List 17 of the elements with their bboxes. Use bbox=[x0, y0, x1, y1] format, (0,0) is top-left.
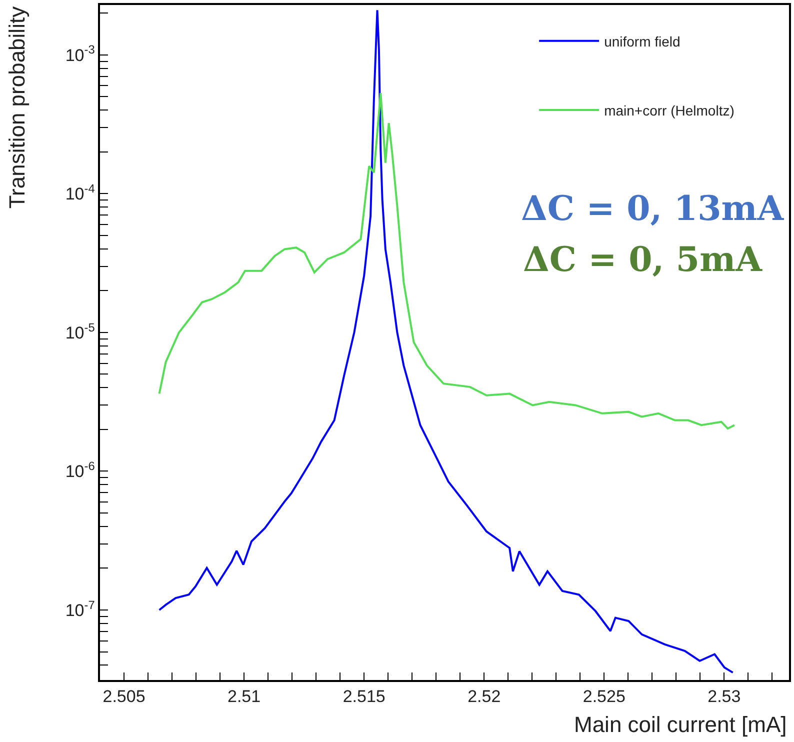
y-tick-label: 10$^{-6}$ bbox=[65, 459, 96, 482]
y-tick-label: 10$^{-7}$ bbox=[65, 598, 96, 620]
x-tick-label: 2.525 bbox=[582, 687, 626, 706]
x-tick-label: 2.53 bbox=[708, 687, 741, 706]
x-axis-title: Main coil current [mA] bbox=[574, 712, 787, 737]
x-tick-label: 2.51 bbox=[227, 687, 261, 706]
x-tick-label: 2.505 bbox=[102, 687, 146, 706]
legend-label: uniform field bbox=[604, 33, 680, 50]
legend-label: main+corr (Helmoltz) bbox=[604, 102, 734, 119]
annotation: ΔC = 0, 5mA bbox=[523, 240, 763, 280]
annotation: ΔC = 0, 13mA bbox=[521, 189, 784, 229]
x-tick-label: 2.52 bbox=[468, 687, 501, 706]
y-axis-title: Transition probability bbox=[4, 6, 30, 209]
y-tick-label: 10$^{-4}$ bbox=[65, 182, 96, 204]
y-tick-label: 10$^{-3}$ bbox=[65, 42, 96, 65]
x-tick-label: 2.515 bbox=[342, 687, 386, 706]
y-tick-label: 10$^{-5}$ bbox=[65, 320, 96, 342]
